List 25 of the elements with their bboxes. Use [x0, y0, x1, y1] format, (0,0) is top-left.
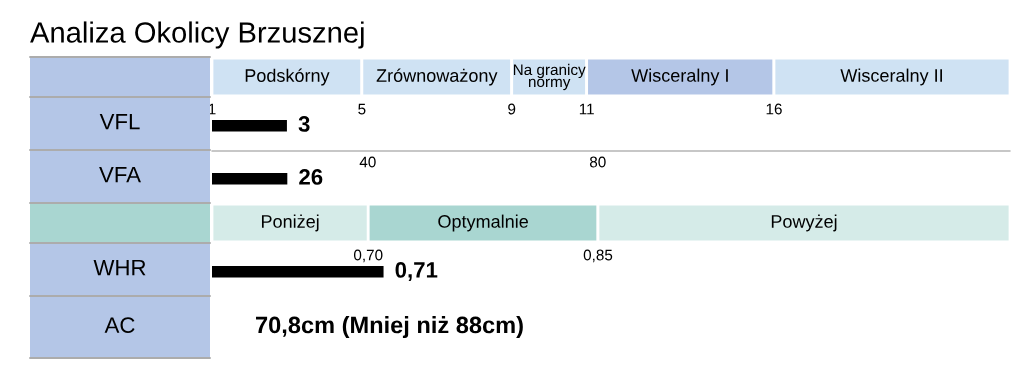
- band-label: Na granicy normy: [513, 63, 586, 91]
- x-tick-label: 5: [358, 103, 366, 115]
- y-tick-label: VFA: [99, 166, 141, 183]
- chart-title: Analiza Okolicy Brzusznej: [30, 21, 364, 49]
- band-label: Poniżej: [261, 214, 319, 232]
- x-tick-label: 0,70: [353, 249, 383, 263]
- annotation: 70,8cm (Mniej niż 88cm): [256, 315, 523, 338]
- band-label: Wisceralny I: [631, 68, 728, 86]
- x-tick-label: 80: [589, 156, 606, 168]
- band-label: Powyżej: [771, 214, 837, 232]
- band-label: Wisceralny II: [840, 68, 942, 86]
- x-tick-label: 0,85: [583, 249, 613, 263]
- x-tick-label: 40: [359, 156, 376, 168]
- x-tick-label: 9: [508, 103, 516, 115]
- x-tick-label: 16: [766, 103, 782, 115]
- y-tick-label: WHR: [93, 259, 146, 276]
- y-tick-label: VFL: [99, 113, 140, 130]
- band-label: Podskórny: [245, 68, 330, 86]
- band-label: Zrównoważony: [376, 68, 498, 86]
- data-label: 26: [299, 169, 323, 185]
- band-label: Optymalnie: [438, 214, 528, 232]
- x-tick-label: 11: [579, 103, 594, 115]
- category-label: AC: [104, 317, 135, 333]
- data-label: 3: [298, 116, 310, 132]
- data-label: 0,71: [395, 262, 438, 282]
